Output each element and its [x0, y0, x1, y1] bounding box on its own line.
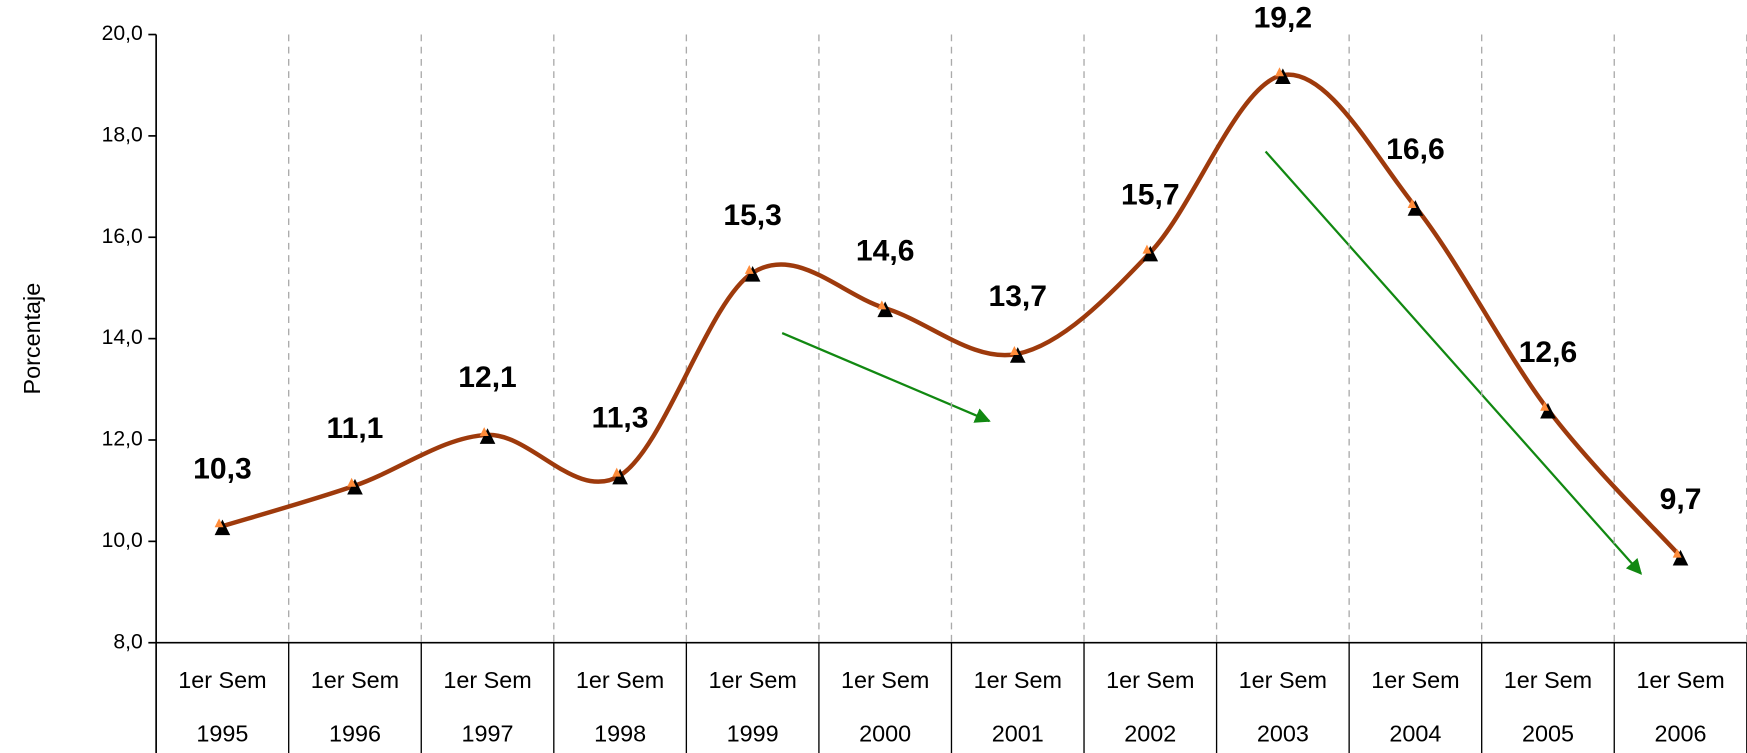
x-tick-label: 1997 [462, 720, 514, 746]
y-axis-label: Porcentaje [19, 283, 45, 395]
x-tick-label: 1er Sem [576, 667, 664, 693]
x-tick-label: 1er Sem [443, 667, 531, 693]
data-label: 9,7 [1660, 483, 1702, 516]
point-marker-inner [214, 518, 224, 528]
y-tick-label: 12,0 [102, 428, 143, 451]
point-marker-inner [1009, 346, 1019, 355]
y-tick-label: 20,0 [102, 22, 143, 45]
data-label: 13,7 [988, 280, 1047, 313]
y-tick-label: 8,0 [113, 630, 142, 653]
x-tick-label: 1er Sem [708, 667, 796, 693]
data-label: 12,6 [1519, 336, 1578, 369]
x-tick-label: 1996 [329, 720, 381, 746]
point-marker-inner [479, 427, 489, 437]
data-label: 15,7 [1121, 179, 1180, 212]
point-marker-inner [612, 467, 622, 477]
point-marker [1275, 68, 1291, 84]
x-tick-label: 1er Sem [841, 667, 929, 693]
y-tick-label: 18,0 [102, 123, 143, 146]
x-tick-label: 2004 [1389, 720, 1441, 746]
x-tick-label: 2001 [992, 720, 1044, 746]
data-label: 16,6 [1386, 133, 1445, 166]
x-tick-label: 1er Sem [1371, 667, 1459, 693]
point-marker-inner [744, 264, 754, 274]
x-tick-label: 1er Sem [1504, 667, 1592, 693]
x-tick-label: 1er Sem [1239, 667, 1327, 693]
x-tick-label: 2003 [1257, 720, 1309, 746]
data-label: 19,2 [1254, 1, 1313, 34]
y-tick-label: 14,0 [102, 326, 143, 349]
y-tick-label: 16,0 [102, 225, 143, 248]
y-tick-label: 10,0 [102, 529, 143, 552]
point-marker-inner [877, 300, 887, 310]
trend-arrow [781, 332, 991, 423]
point-marker-inner [1275, 67, 1284, 77]
point-marker-inner [1540, 401, 1550, 411]
data-label: 14,6 [856, 234, 915, 267]
x-tick-label: 1995 [196, 720, 248, 746]
x-tick-label: 1er Sem [1636, 667, 1724, 693]
point-marker-inner [347, 477, 357, 487]
data-label: 15,3 [723, 199, 782, 232]
x-tick-label: 2006 [1655, 720, 1707, 746]
x-tick-label: 2005 [1522, 720, 1574, 746]
x-tick-label: 1er Sem [974, 667, 1062, 693]
x-tick-label: 1999 [727, 720, 779, 746]
trend-arrow [1264, 150, 1643, 575]
data-label: 11,3 [592, 402, 649, 435]
data-label: 10,3 [193, 452, 252, 485]
x-tick-label: 1er Sem [178, 667, 266, 693]
x-tick-label: 2002 [1124, 720, 1176, 746]
x-tick-label: 1er Sem [311, 667, 399, 693]
point-marker-inner [1407, 199, 1417, 208]
x-tick-label: 1998 [594, 720, 646, 746]
point-marker-inner [1672, 548, 1682, 558]
data-label: 12,1 [458, 361, 517, 394]
x-tick-label: 1er Sem [1106, 667, 1194, 693]
x-tick-label: 2000 [859, 720, 911, 746]
data-label: 11,1 [327, 412, 384, 445]
point-marker-inner [1142, 244, 1152, 254]
